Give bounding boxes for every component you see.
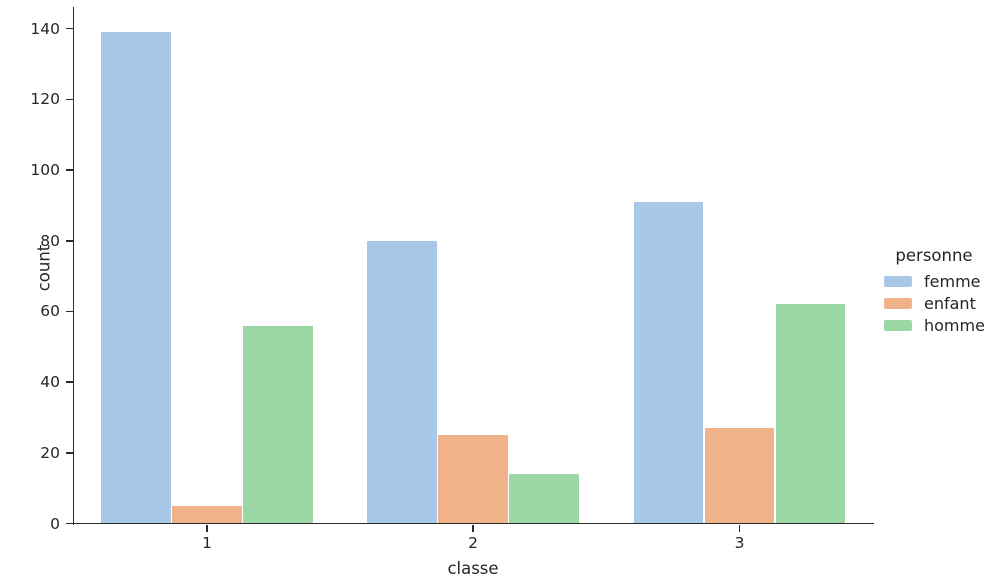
bar-enfant-classe-2 [438, 435, 508, 524]
legend-title: personne [895, 246, 973, 265]
y-tick-label-0: 0 [50, 514, 60, 533]
bar-enfant-classe-1 [172, 505, 242, 524]
x-tick-label-1: 1 [202, 534, 212, 552]
legend: personne femme enfant homme [884, 246, 997, 336]
legend-label-femme: femme [924, 271, 981, 291]
y-tick-mark-20 [66, 452, 73, 454]
bar-femme-classe-3 [633, 201, 704, 524]
x-axis-spine [72, 522, 874, 525]
x-tick-label-3: 3 [734, 534, 745, 552]
legend-swatch-femme [884, 275, 912, 287]
y-tick-label-20: 20 [40, 443, 60, 462]
legend-label-homme: homme [924, 315, 985, 335]
legend-swatch-homme [884, 319, 912, 331]
legend-swatch-enfant [884, 297, 912, 309]
y-tick-mark-0 [66, 522, 73, 525]
y-tick-label-40: 40 [40, 373, 60, 392]
bar-homme-classe-1 [243, 325, 313, 524]
bar-homme-classe-2 [509, 474, 579, 524]
y-tick-mark-120 [66, 98, 73, 101]
y-tick-label-140: 140 [30, 19, 60, 38]
y-tick-mark-40 [66, 381, 73, 383]
legend-item-femme: femme [884, 270, 997, 292]
y-tick-label-120: 120 [30, 90, 60, 109]
y-tick-mark-140 [66, 27, 73, 30]
y-tick-label-60: 60 [40, 302, 60, 321]
y-tick-mark-60 [66, 310, 73, 313]
legend-item-homme: homme [884, 314, 997, 336]
x-tick-mark-2 [472, 524, 474, 532]
bar-homme-classe-3 [775, 304, 846, 524]
x-axis-label: classe [447, 559, 499, 578]
y-axis-label: count [34, 244, 54, 292]
y-tick-label-80: 80 [40, 231, 60, 250]
y-tick-label-100: 100 [30, 161, 60, 180]
x-tick-label-2: 2 [468, 534, 478, 552]
legend-item-enfant: enfant [884, 292, 997, 314]
x-tick-mark-3 [738, 524, 741, 532]
bar-femme-classe-2 [367, 240, 437, 524]
y-axis-spine [72, 7, 75, 525]
y-tick-mark-100 [66, 169, 73, 171]
legend-label-enfant: enfant [924, 293, 976, 313]
y-tick-mark-80 [66, 240, 73, 242]
x-tick-mark-1 [206, 524, 208, 532]
bar-femme-classe-1 [101, 32, 171, 524]
bar-enfant-classe-3 [704, 428, 775, 524]
